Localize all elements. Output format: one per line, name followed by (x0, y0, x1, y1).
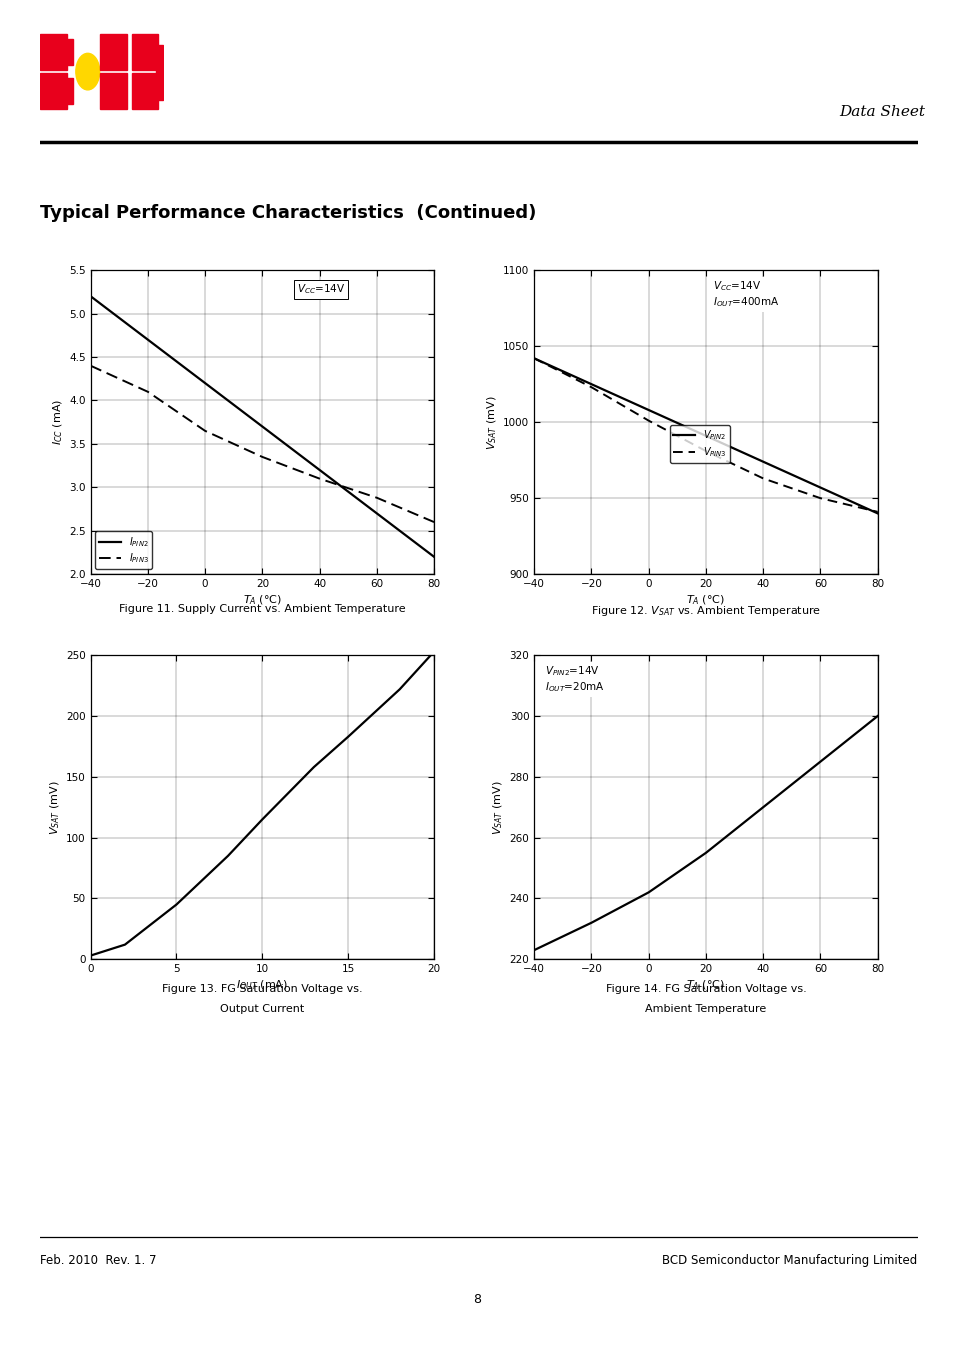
Bar (64, 39, 73, 65)
Text: Figure 12. $V_{SAT}$ vs. Ambient Temperature: Figure 12. $V_{SAT}$ vs. Ambient Tempera… (590, 604, 821, 617)
Bar (40, 34, 67, 70)
X-axis label: $T_A$ (°C): $T_A$ (°C) (243, 593, 281, 607)
Legend: $I_{PIN2}$, $I_{PIN3}$: $I_{PIN2}$, $I_{PIN3}$ (95, 531, 152, 569)
Ellipse shape (76, 53, 100, 91)
Text: $V_{CC}$=14V: $V_{CC}$=14V (296, 282, 345, 296)
Text: Data Sheet: Data Sheet (839, 105, 924, 119)
Text: Figure 13. FG Saturation Voltage vs.: Figure 13. FG Saturation Voltage vs. (162, 984, 362, 993)
X-axis label: $I_{OUT}$ (mA): $I_{OUT}$ (mA) (236, 978, 288, 992)
Bar (132, 34, 158, 70)
Bar (155, 46, 163, 100)
Y-axis label: $I_{CC}$ (mA): $I_{CC}$ (mA) (51, 399, 65, 446)
Text: BCD Semiconductor Manufacturing Limited: BCD Semiconductor Manufacturing Limited (661, 1254, 917, 1267)
Text: Output Current: Output Current (220, 1004, 304, 1013)
Text: AH211: AH211 (852, 159, 903, 173)
Y-axis label: $V_{SAT}$ (mV): $V_{SAT}$ (mV) (492, 780, 505, 835)
Bar (100, 73, 127, 109)
Bar (100, 34, 127, 70)
Y-axis label: $V_{SAT}$ (mV): $V_{SAT}$ (mV) (49, 780, 62, 835)
X-axis label: $T_A$ (°C): $T_A$ (°C) (686, 978, 724, 992)
Text: 8: 8 (473, 1293, 480, 1306)
Text: Ambient Temperature: Ambient Temperature (644, 1004, 766, 1013)
Legend: $V_{PIN2}$, $V_{PIN3}$: $V_{PIN2}$, $V_{PIN3}$ (669, 424, 729, 463)
Text: Figure 14. FG Saturation Voltage vs.: Figure 14. FG Saturation Voltage vs. (605, 984, 805, 993)
Text: $V_{PIN2}$=14V
$I_{OUT}$=20mA: $V_{PIN2}$=14V $I_{OUT}$=20mA (544, 665, 604, 694)
Text: Figure 11. Supply Current vs. Ambient Temperature: Figure 11. Supply Current vs. Ambient Te… (119, 604, 405, 613)
Bar (132, 73, 158, 109)
Text: Feb. 2010  Rev. 1. 7: Feb. 2010 Rev. 1. 7 (40, 1254, 156, 1267)
Text: $V_{CC}$=14V
$I_{OUT}$=400mA: $V_{CC}$=14V $I_{OUT}$=400mA (712, 280, 779, 309)
Bar (64, 78, 73, 104)
Y-axis label: $V_{SAT}$ (mV): $V_{SAT}$ (mV) (485, 394, 498, 450)
X-axis label: $T_A$ (°C): $T_A$ (°C) (686, 593, 724, 607)
Bar (40, 73, 67, 109)
Text: Typical Performance Characteristics  (Continued): Typical Performance Characteristics (Con… (40, 204, 536, 223)
Text: TWO PHASE HALL EFFECT LATCH WITH FG OUTPUT: TWO PHASE HALL EFFECT LATCH WITH FG OUTP… (53, 159, 432, 173)
